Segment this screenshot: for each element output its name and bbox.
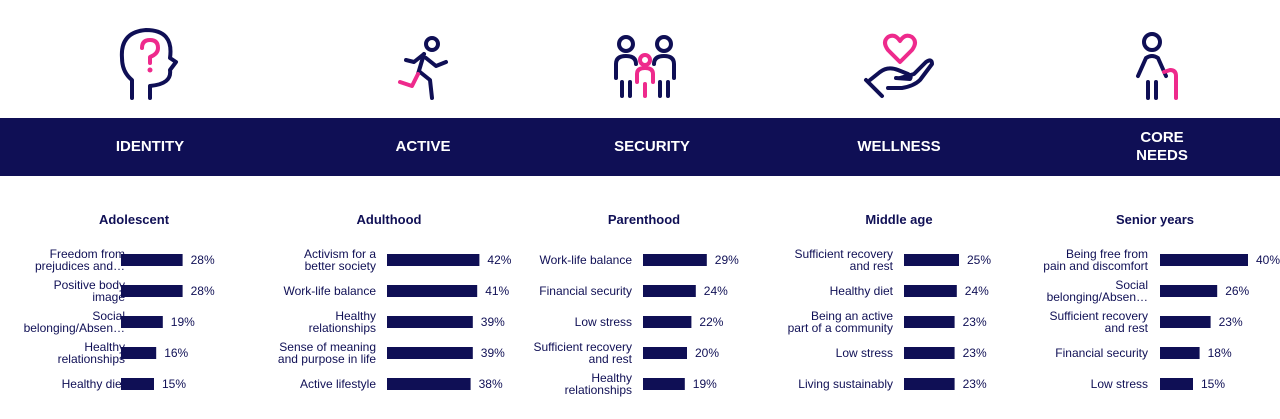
chart-title: Senior years bbox=[1116, 212, 1194, 227]
bar bbox=[121, 347, 157, 359]
value-label: 20% bbox=[695, 346, 719, 360]
chart-2: Parenthood Work-life balance 29% Financial … bbox=[534, 212, 740, 397]
bar bbox=[387, 316, 473, 328]
category-label: Financial security bbox=[1055, 346, 1148, 360]
category-label: Being free from pain and discomfort bbox=[1043, 247, 1148, 273]
value-label: 39% bbox=[481, 346, 505, 360]
category-label: Sense of meaning and purpose in life bbox=[278, 340, 376, 366]
bar bbox=[643, 347, 687, 359]
chart-title: Adulthood bbox=[357, 212, 422, 227]
chart-1: Adulthood Activism for a better society 42%… bbox=[278, 212, 512, 391]
value-label: 29% bbox=[715, 253, 739, 267]
value-label: 24% bbox=[965, 284, 989, 298]
category-label: Living sustainably bbox=[798, 377, 893, 391]
icon-row bbox=[119, 28, 1178, 100]
value-label: 23% bbox=[963, 377, 987, 391]
bar bbox=[643, 285, 696, 297]
category-label: Freedom from prejudices and… bbox=[35, 247, 125, 273]
bar bbox=[387, 378, 471, 390]
value-label: 19% bbox=[693, 377, 717, 391]
category-label: Work-life balance bbox=[540, 253, 633, 267]
value-label: 23% bbox=[963, 315, 987, 329]
chart-4: Senior years Being free from pain and disc… bbox=[1043, 212, 1280, 391]
running-person-icon bbox=[398, 36, 448, 100]
bar bbox=[387, 285, 478, 297]
value-label: 19% bbox=[171, 315, 195, 329]
category-core-needs: CORE NEEDS bbox=[1136, 129, 1188, 164]
value-label: 22% bbox=[699, 315, 723, 329]
category-label: Healthy diet bbox=[62, 377, 126, 391]
value-label: 40% bbox=[1256, 253, 1280, 267]
category-label: Social belonging/Absen… bbox=[24, 309, 125, 335]
chart-title: Parenthood bbox=[608, 212, 680, 227]
category-label: Activism for a better society bbox=[304, 247, 376, 273]
bar bbox=[904, 254, 959, 266]
value-label: 41% bbox=[485, 284, 509, 298]
value-label: 15% bbox=[1201, 377, 1225, 391]
value-label: 38% bbox=[479, 377, 503, 391]
value-label: 25% bbox=[967, 253, 991, 267]
bar bbox=[904, 347, 955, 359]
bar bbox=[1160, 285, 1218, 297]
category-label: Financial security bbox=[539, 284, 632, 298]
category-label: Social belonging/Absen… bbox=[1047, 278, 1148, 304]
category-banner: IDENTITY ACTIVE SECURITY WELLNESS CORE N… bbox=[0, 118, 1280, 176]
category-label: Sufficient recovery and rest bbox=[1050, 309, 1149, 335]
bar bbox=[904, 378, 955, 390]
category-identity: IDENTITY bbox=[115, 138, 185, 155]
category-label: Healthy relationships bbox=[565, 371, 632, 397]
value-label: 26% bbox=[1225, 284, 1249, 298]
category-label: Low stress bbox=[575, 315, 632, 329]
category-label: Low stress bbox=[1091, 377, 1148, 391]
bar bbox=[121, 378, 154, 390]
head-question-icon bbox=[119, 28, 178, 100]
value-label: 28% bbox=[191, 284, 215, 298]
value-label: 18% bbox=[1208, 346, 1232, 360]
bar bbox=[1160, 316, 1211, 328]
bar bbox=[643, 378, 685, 390]
category-label: Sufficient recovery and rest bbox=[534, 340, 633, 366]
category-label: Healthy diet bbox=[830, 284, 894, 298]
bar bbox=[387, 254, 480, 266]
bar bbox=[387, 347, 473, 359]
category-label: Healthy relationships bbox=[309, 309, 376, 335]
hand-heart-icon bbox=[864, 33, 934, 98]
chart-3: Middle age Sufficient recovery and rest 25%… bbox=[788, 212, 992, 391]
category-label: Active lifestyle bbox=[300, 377, 376, 391]
category-label: Sufficient recovery and rest bbox=[795, 247, 894, 273]
value-label: 28% bbox=[191, 253, 215, 267]
bar bbox=[643, 254, 707, 266]
category-active: ACTIVE bbox=[395, 138, 451, 155]
value-label: 15% bbox=[162, 377, 186, 391]
category-label: Low stress bbox=[836, 346, 893, 360]
life-stage-charts: Adolescent Freedom from prejudices and… 28%… bbox=[24, 212, 1280, 397]
bar bbox=[904, 316, 955, 328]
elderly-person-cane-icon bbox=[1136, 32, 1178, 100]
chart-title: Middle age bbox=[865, 212, 932, 227]
value-label: 24% bbox=[704, 284, 728, 298]
category-label: Being an active part of a community bbox=[788, 309, 894, 335]
category-label: Positive body image bbox=[54, 278, 126, 304]
chart-title: Adolescent bbox=[99, 212, 170, 227]
category-wellness: WELLNESS bbox=[857, 138, 941, 155]
bar bbox=[121, 316, 163, 328]
value-label: 16% bbox=[164, 346, 188, 360]
bar bbox=[121, 254, 183, 266]
value-label: 23% bbox=[1219, 315, 1243, 329]
bar bbox=[643, 316, 692, 328]
category-security: SECURITY bbox=[614, 138, 690, 155]
category-label: Work-life balance bbox=[284, 284, 377, 298]
bar bbox=[121, 285, 183, 297]
category-label: Healthy relationships bbox=[58, 340, 125, 366]
bar bbox=[1160, 347, 1200, 359]
bar bbox=[1160, 378, 1193, 390]
value-label: 39% bbox=[481, 315, 505, 329]
bar bbox=[1160, 254, 1248, 266]
value-label: 42% bbox=[487, 253, 511, 267]
value-label: 23% bbox=[963, 346, 987, 360]
family-icon bbox=[614, 35, 676, 98]
bar bbox=[904, 285, 957, 297]
chart-0: Adolescent Freedom from prejudices and… 28%… bbox=[24, 212, 215, 391]
